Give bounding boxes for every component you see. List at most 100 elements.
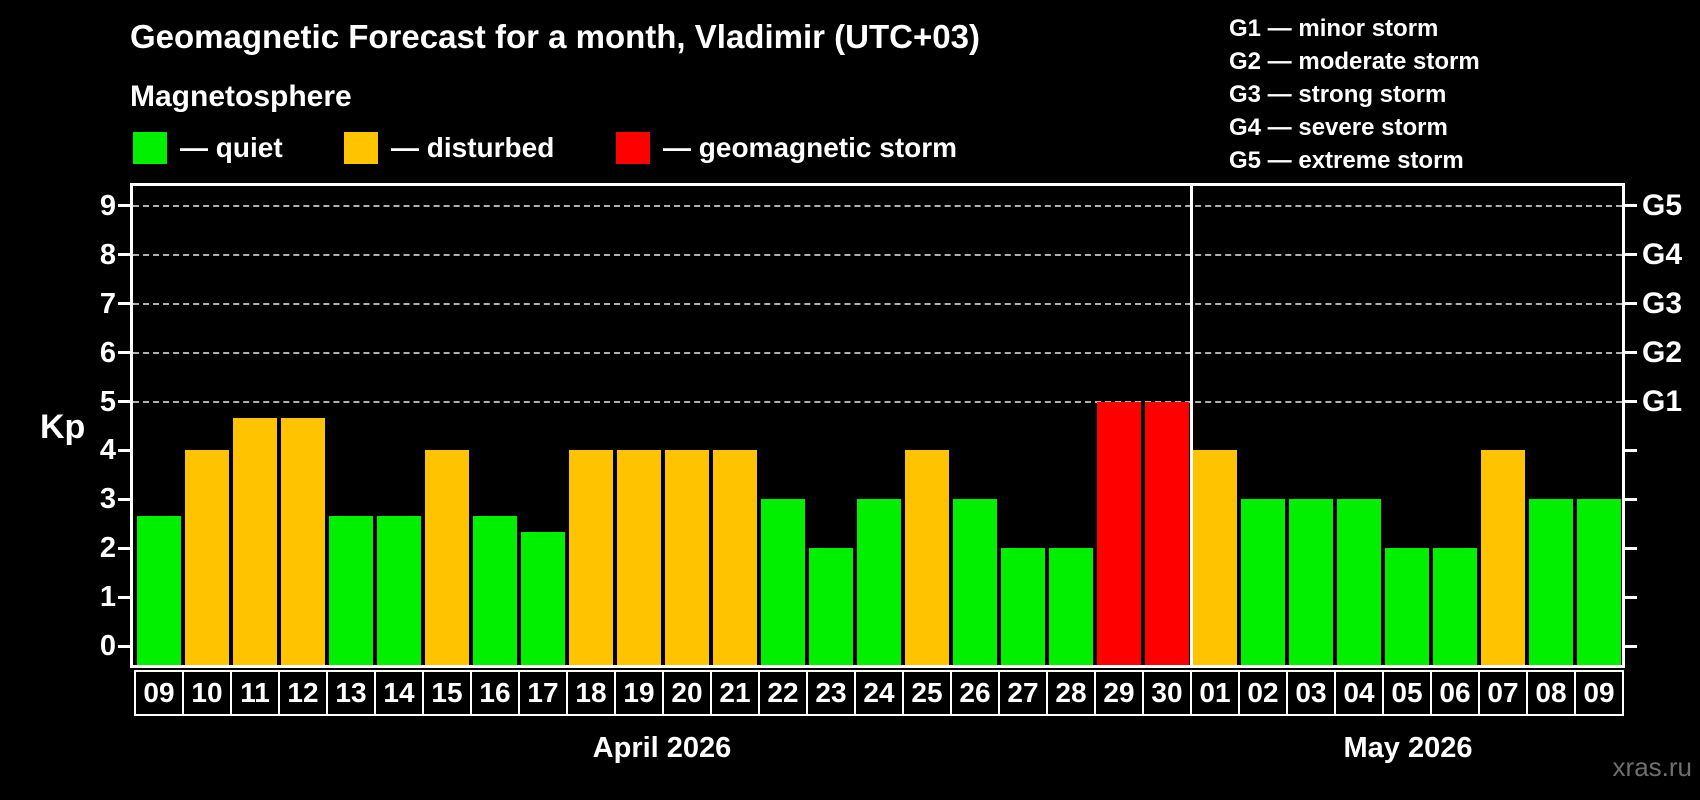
bar-april-15 [425,450,469,665]
y-tick-left-2 [118,546,130,550]
magnetosphere-label: Magnetosphere [130,80,352,113]
bar-april-28 [1049,548,1093,665]
g-tick-label-g3: G3 [1642,286,1683,320]
day-label-april-23: 23 [806,670,856,716]
bar-april-09 [137,515,181,665]
y-tick-label-4: 4 [99,434,116,467]
day-label-may-08: 08 [1526,670,1576,716]
day-label-april-16: 16 [470,670,520,716]
g-legend-line-4: G4 — severe storm [1229,114,1448,141]
bar-may-01 [1193,450,1237,665]
y-tick-label-6: 6 [99,336,116,369]
day-label-april-10: 10 [182,670,232,716]
g-tick-label-g5: G5 [1642,188,1683,222]
y-tick-right-9 [1625,204,1637,208]
y-tick-right-5 [1625,400,1637,403]
bar-april-18 [569,450,613,665]
legend-label-quiet: — quiet [180,132,283,163]
watermark: xras.ru [1612,752,1692,782]
bar-may-06 [1433,548,1477,665]
bar-may-02 [1241,499,1285,665]
day-label-may-03: 03 [1286,670,1336,716]
legend-item-storm: — geomagnetic storm [616,132,957,164]
y-tick-label-9: 9 [99,189,116,222]
g-axis-tick-labels: G1 G2 G3 G4 G5 [1642,186,1700,665]
g-scale-legend: G1 — minor storm G2 — moderate storm G3 — … [1229,12,1480,177]
legend-label-storm: — geomagnetic storm [663,132,958,163]
legend-item-quiet: — quiet [133,132,283,164]
day-label-may-04: 04 [1334,670,1384,716]
bar-may-09 [1577,499,1621,665]
day-label-may-07: 07 [1478,670,1528,716]
gridline-kp6 [133,351,1622,354]
bar-april-26 [953,499,997,665]
day-label-april-15: 15 [422,670,472,716]
gridline-kp7 [133,302,1622,305]
bar-april-11 [233,417,277,665]
bar-april-30 [1145,401,1189,665]
gridline-kp5 [133,400,1622,403]
day-label-may-01: 01 [1190,670,1240,716]
legend-swatch-disturbed [344,132,378,164]
y-tick-left-3 [118,497,130,501]
day-label-may-05: 05 [1382,670,1432,716]
bar-april-10 [185,450,229,665]
g-legend-line-5: G5 — extreme storm [1229,147,1464,174]
g-tick-label-g1: G1 [1642,384,1683,418]
day-label-april-13: 13 [326,670,376,716]
bar-april-16 [473,515,517,665]
day-label-april-22: 22 [758,670,808,716]
y-tick-left-0 [118,644,130,648]
y-tick-left-7 [118,302,130,306]
y-axis-title: Kp [40,408,86,446]
bar-may-08 [1529,499,1573,665]
y-tick-right-4 [1625,448,1637,452]
bar-april-14 [377,515,421,665]
bar-april-27 [1001,548,1045,665]
y-tick-right-0 [1625,644,1637,648]
bar-april-13 [329,515,373,665]
y-tick-label-1: 1 [99,581,116,614]
y-tick-left-5 [118,400,130,403]
y-tick-label-5: 5 [99,385,116,418]
day-label-april-09: 09 [134,670,184,716]
gridline-kp9 [133,204,1622,207]
y-tick-left-9 [118,204,130,208]
day-label-april-26: 26 [950,670,1000,716]
bar-april-24 [857,499,901,665]
legend-swatch-quiet [133,132,167,164]
y-tick-right-6 [1625,351,1637,355]
bar-may-07 [1481,450,1525,665]
month-label-april: April 2026 [592,732,732,764]
g-legend-line-2: G2 — moderate storm [1229,48,1480,75]
day-label-april-19: 19 [614,670,664,716]
bar-april-17 [521,532,565,665]
bar-april-23 [809,548,853,665]
bar-april-21 [713,450,757,665]
g-legend-line-1: G1 — minor storm [1229,15,1439,42]
bar-may-03 [1289,499,1333,665]
bar-april-25 [905,450,949,665]
y-tick-left-6 [118,351,130,355]
y-tick-left-4 [118,448,130,452]
bar-may-04 [1337,499,1381,665]
day-label-april-18: 18 [566,670,616,716]
day-label-april-25: 25 [902,670,952,716]
month-label-may: May 2026 [1343,732,1473,764]
y-tick-label-8: 8 [99,238,116,271]
day-label-april-12: 12 [278,670,328,716]
g-legend-line-3: G3 — strong storm [1229,81,1447,108]
y-tick-left-1 [118,595,130,599]
legend-swatch-storm [616,132,650,164]
day-label-may-02: 02 [1238,670,1288,716]
day-label-april-27: 27 [998,670,1048,716]
day-label-april-14: 14 [374,670,424,716]
y-tick-right-7 [1625,302,1637,306]
day-label-april-11: 11 [230,670,280,716]
plot-area [118,183,1637,668]
y-tick-right-2 [1625,546,1637,550]
day-label-april-17: 17 [518,670,568,716]
bar-april-22 [761,499,805,665]
day-label-april-20: 20 [662,670,712,716]
